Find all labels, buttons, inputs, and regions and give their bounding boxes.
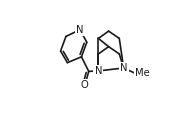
- Text: O: O: [81, 81, 89, 90]
- Text: Me: Me: [135, 68, 150, 78]
- Text: N: N: [76, 25, 84, 35]
- Text: N: N: [120, 63, 127, 73]
- Text: N: N: [95, 66, 102, 76]
